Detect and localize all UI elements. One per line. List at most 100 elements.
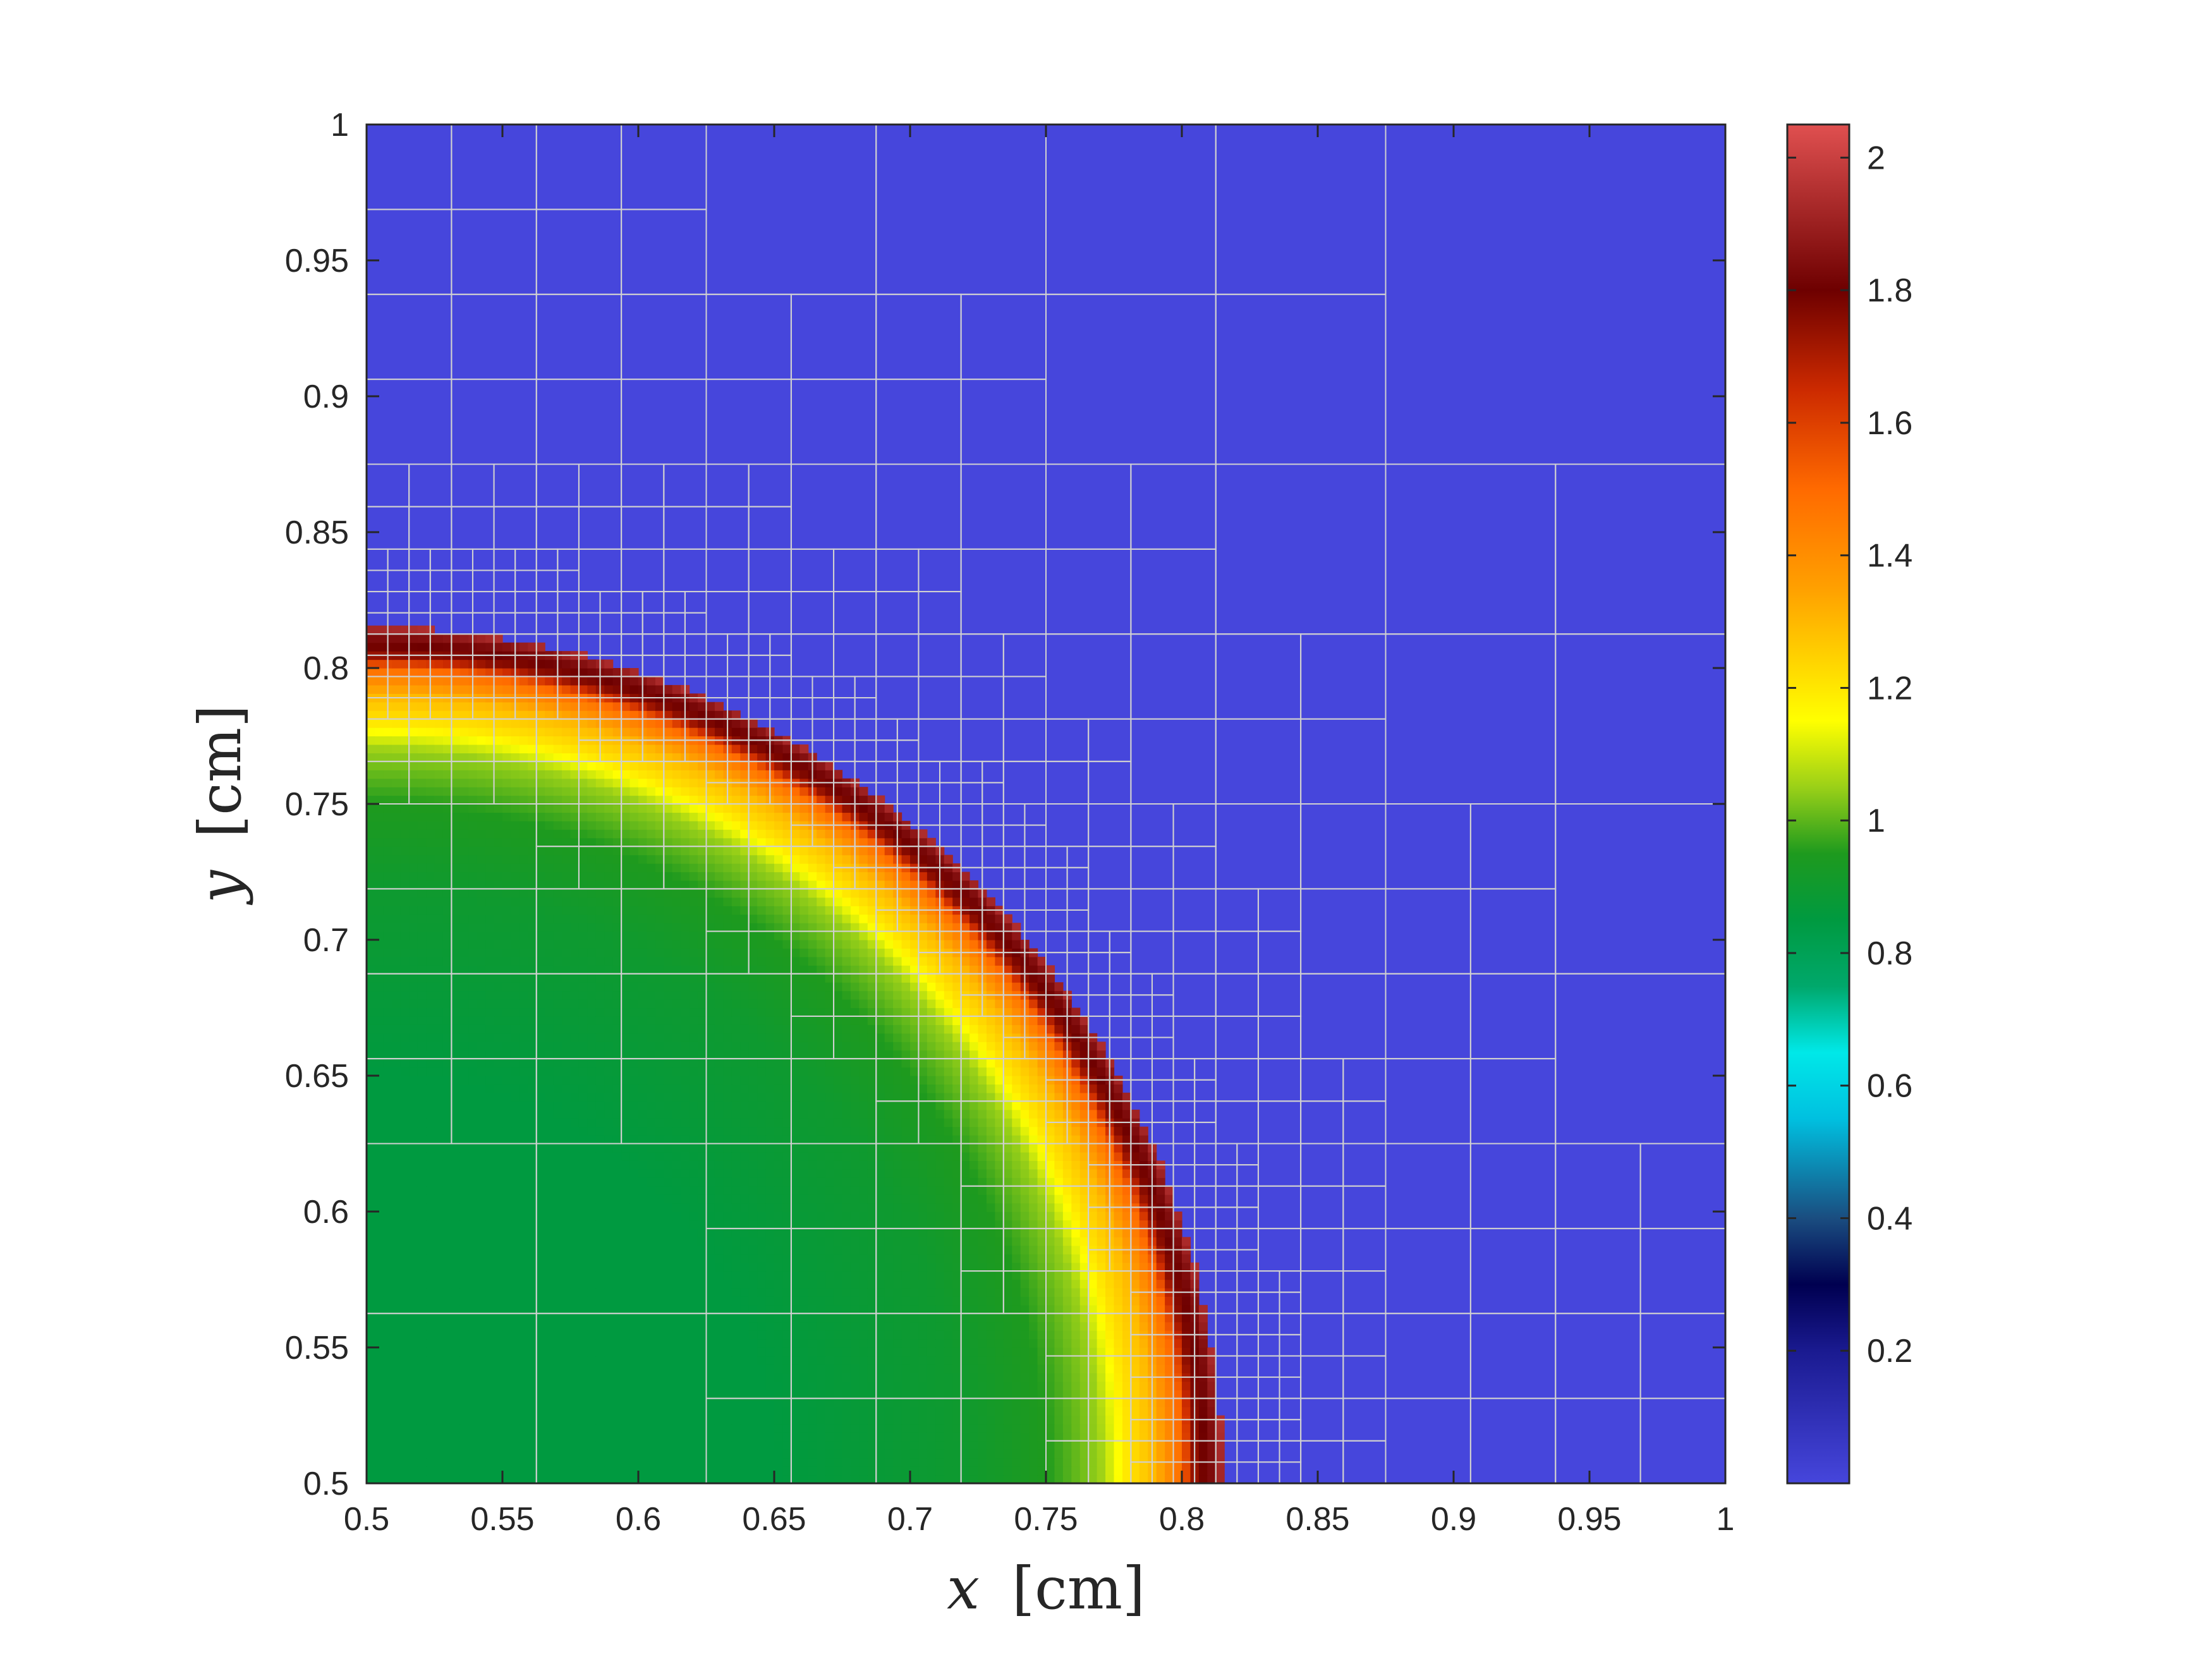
heatmap-cell (910, 1415, 920, 1425)
heatmap-cell (765, 1212, 775, 1221)
heatmap-cell (876, 1160, 885, 1170)
heatmap-cell (409, 1177, 418, 1187)
heatmap-cell (698, 1440, 707, 1450)
heatmap-cell (808, 1220, 817, 1229)
heatmap-cell (587, 1067, 597, 1076)
heatmap-cell (1088, 1220, 1098, 1229)
heatmap-cell (417, 1466, 427, 1476)
heatmap-cell (918, 1347, 928, 1357)
heatmap-cell (519, 1228, 528, 1237)
heatmap-cell (604, 1287, 614, 1297)
heatmap-cell (477, 1160, 486, 1170)
heatmap-cell (1122, 1304, 1131, 1314)
heatmap-cell (477, 1440, 486, 1450)
heatmap-cell (1165, 1304, 1174, 1314)
heatmap-cell (935, 1143, 945, 1153)
heatmap-cell (765, 1160, 775, 1170)
heatmap-cell (409, 1101, 418, 1110)
heatmap-cell (392, 1440, 401, 1450)
heatmap-cell (808, 1415, 817, 1425)
heatmap-cell (477, 1067, 486, 1076)
heatmap-cell (859, 1220, 868, 1229)
heatmap-cell (417, 1423, 427, 1433)
heatmap-cell (910, 1084, 920, 1093)
heatmap-cell (740, 1474, 750, 1484)
heatmap-cell (799, 1373, 809, 1382)
heatmap-cell (757, 1212, 767, 1221)
heatmap-cell (578, 1296, 588, 1306)
heatmap-cell (528, 1457, 537, 1467)
heatmap-cell (392, 1449, 401, 1459)
heatmap-cell (409, 1109, 418, 1119)
heatmap-cell (612, 1440, 622, 1450)
heatmap-cell (562, 1152, 571, 1161)
heatmap-cell (714, 1364, 724, 1373)
heatmap-cell (1131, 1237, 1140, 1246)
heatmap-cell (672, 1373, 681, 1382)
heatmap-cell (1029, 1059, 1038, 1068)
heatmap-cell (655, 1322, 664, 1331)
heatmap-cell (791, 1449, 800, 1459)
heatmap-cell (485, 1440, 495, 1450)
heatmap-cell (867, 1118, 877, 1127)
heatmap-cell (681, 1186, 690, 1195)
heatmap-cell (782, 1262, 792, 1272)
heatmap-cell (876, 1407, 885, 1416)
heatmap-cell (400, 1313, 410, 1323)
heatmap-cell (638, 1135, 648, 1145)
heatmap-cell (595, 1101, 605, 1110)
heatmap-cell (969, 1092, 979, 1102)
heatmap-cell (1012, 1271, 1021, 1280)
heatmap-cell (893, 1423, 902, 1433)
heatmap-cell (910, 1287, 920, 1297)
heatmap-cell (748, 1466, 758, 1476)
heatmap-cell (910, 1152, 920, 1161)
heatmap-cell (647, 1339, 656, 1348)
heatmap-cell (757, 1423, 767, 1433)
heatmap-cell (1003, 1220, 1012, 1229)
heatmap-cell (1071, 1237, 1081, 1246)
heatmap-cell (392, 1330, 401, 1340)
heatmap-cell (434, 1262, 444, 1272)
heatmap-cell (1105, 1271, 1115, 1280)
heatmap-cell (392, 1347, 401, 1357)
heatmap-cell (723, 1347, 732, 1357)
heatmap-cell (451, 1279, 461, 1289)
heatmap-cell (1156, 1186, 1165, 1195)
heatmap-cell (621, 1279, 631, 1289)
heatmap-cell (961, 1423, 970, 1433)
heatmap-cell (655, 1220, 664, 1229)
heatmap-cell (1071, 1449, 1081, 1459)
heatmap-cell (961, 1356, 970, 1365)
heatmap-cell (485, 1356, 495, 1365)
heatmap-cell (1207, 1390, 1217, 1399)
heatmap-cell (867, 1373, 877, 1382)
heatmap-cell (944, 1126, 953, 1136)
heatmap-cell (1037, 1169, 1047, 1178)
heatmap-cell (468, 1059, 478, 1068)
heatmap-cell (553, 1237, 562, 1246)
heatmap-cell (647, 1390, 656, 1399)
heatmap-cell (1173, 1466, 1182, 1476)
heatmap-cell (1088, 1364, 1098, 1373)
heatmap-cell (459, 1254, 469, 1263)
heatmap-cell (528, 1262, 537, 1272)
heatmap-cell (808, 1364, 817, 1373)
heatmap-cell (367, 1228, 376, 1237)
heatmap-cell (740, 1398, 750, 1407)
heatmap-cell (748, 1287, 758, 1297)
heatmap-cell (714, 1474, 724, 1484)
heatmap-cell (791, 1160, 800, 1170)
heatmap-cell (867, 1279, 877, 1289)
heatmap-cell (519, 1271, 528, 1280)
heatmap-cell (765, 1126, 775, 1136)
heatmap-cell (570, 1228, 580, 1237)
heatmap-cell (502, 1322, 512, 1331)
heatmap-cell (612, 1415, 622, 1425)
heatmap-cell (367, 1084, 376, 1093)
heatmap-cell (664, 1126, 673, 1136)
heatmap-cell (723, 1076, 732, 1085)
heatmap-cell (519, 1177, 528, 1187)
heatmap-cell (748, 1339, 758, 1348)
heatmap-cell (859, 1423, 868, 1433)
